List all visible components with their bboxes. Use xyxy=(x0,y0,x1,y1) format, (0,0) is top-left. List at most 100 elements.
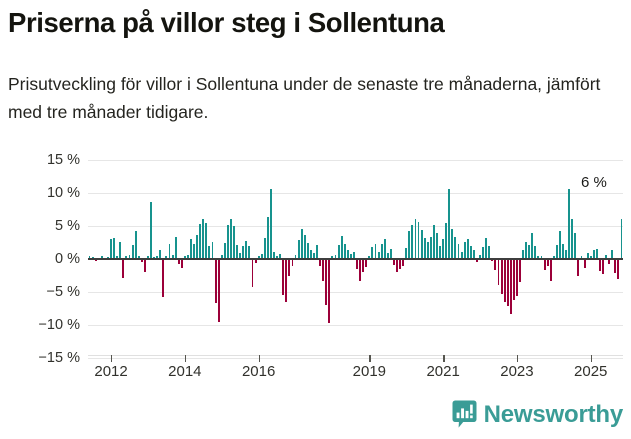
y-axis-tick-label: 5 % xyxy=(55,218,80,234)
bar xyxy=(512,259,515,300)
bar xyxy=(254,259,257,263)
bar-series xyxy=(88,160,623,358)
bar xyxy=(589,255,592,259)
y-axis-tick-label: 10 % xyxy=(46,185,80,201)
bar xyxy=(565,249,568,259)
bar xyxy=(349,253,352,259)
bar xyxy=(439,245,441,259)
bar xyxy=(159,249,162,259)
zero-line xyxy=(88,258,623,261)
newsworthy-logo[interactable]: Newsworthy xyxy=(452,400,623,429)
bar xyxy=(448,189,451,259)
bar xyxy=(528,245,531,259)
bar xyxy=(475,259,478,263)
bar xyxy=(396,259,398,273)
bar xyxy=(113,237,116,259)
bar xyxy=(168,244,171,259)
bar xyxy=(411,224,414,259)
x-axis-tick xyxy=(111,355,113,362)
bar xyxy=(389,249,392,259)
bar xyxy=(134,231,137,259)
gridline xyxy=(88,226,623,227)
bar xyxy=(202,218,205,259)
bar xyxy=(571,219,574,259)
bar xyxy=(273,251,275,259)
gridline xyxy=(88,358,623,359)
y-axis-tick-label: 15 % xyxy=(46,152,80,168)
bar xyxy=(472,249,475,259)
bar xyxy=(328,259,331,324)
x-axis-tick-label: 2025 xyxy=(574,363,608,380)
bar xyxy=(423,237,426,259)
bar xyxy=(543,259,546,270)
bar xyxy=(257,256,260,259)
bar xyxy=(577,259,580,276)
bar xyxy=(180,259,183,268)
x-axis-tick xyxy=(369,355,371,362)
bar xyxy=(125,256,128,259)
bar xyxy=(217,259,220,322)
x-axis-tick xyxy=(184,355,187,362)
bar xyxy=(442,239,445,259)
bar xyxy=(88,256,91,259)
bar xyxy=(580,256,583,259)
bar xyxy=(595,249,598,259)
y-axis-tick-label: 0 % xyxy=(55,251,80,267)
bar xyxy=(359,259,362,281)
bar xyxy=(248,245,251,259)
bar xyxy=(365,259,368,267)
bar xyxy=(598,259,601,271)
bar xyxy=(392,259,395,265)
bar xyxy=(568,189,571,259)
bar xyxy=(183,255,186,259)
bar xyxy=(371,247,374,259)
x-axis: 2012 2014 2016 2019 2021 2023 2025 xyxy=(88,355,623,389)
bar xyxy=(460,251,463,259)
x-axis-line xyxy=(88,355,623,356)
bar xyxy=(205,223,208,259)
bar xyxy=(223,243,226,259)
gridline xyxy=(88,193,623,194)
bar xyxy=(322,259,325,282)
bar xyxy=(451,229,454,259)
gridline xyxy=(88,292,623,293)
bar xyxy=(519,259,521,283)
bar xyxy=(306,243,309,259)
bar xyxy=(515,259,518,296)
bar xyxy=(602,259,604,274)
x-axis-tick-label: 2012 xyxy=(94,363,128,380)
bar xyxy=(260,253,263,259)
bar xyxy=(485,237,488,259)
bar xyxy=(334,255,337,259)
bar xyxy=(592,250,595,259)
bar xyxy=(297,239,300,259)
bar xyxy=(503,259,506,302)
bar xyxy=(408,231,411,259)
bar xyxy=(583,259,586,269)
bar-chart-bubble-icon xyxy=(452,400,477,429)
bar xyxy=(522,250,525,259)
bar xyxy=(426,241,429,259)
bar xyxy=(279,254,282,259)
bar xyxy=(540,255,543,259)
bar xyxy=(239,253,242,259)
x-axis-tick-label: 2019 xyxy=(352,363,387,380)
bar xyxy=(500,259,503,294)
bar xyxy=(313,253,315,259)
bar xyxy=(552,255,555,259)
bar xyxy=(251,259,254,287)
x-axis-tick-label: 2021 xyxy=(426,363,460,380)
bar xyxy=(211,241,214,259)
bar xyxy=(353,251,355,259)
bar xyxy=(165,256,168,259)
bar xyxy=(509,259,512,314)
bar xyxy=(266,216,269,259)
bar xyxy=(399,259,402,269)
bar xyxy=(402,259,405,266)
bar xyxy=(525,241,528,259)
x-axis-tick xyxy=(590,355,593,362)
bar xyxy=(454,237,457,259)
y-axis-tick-label: −10 % xyxy=(38,317,80,333)
y-axis-tick-label: −15 % xyxy=(38,350,80,366)
bar xyxy=(497,259,500,285)
